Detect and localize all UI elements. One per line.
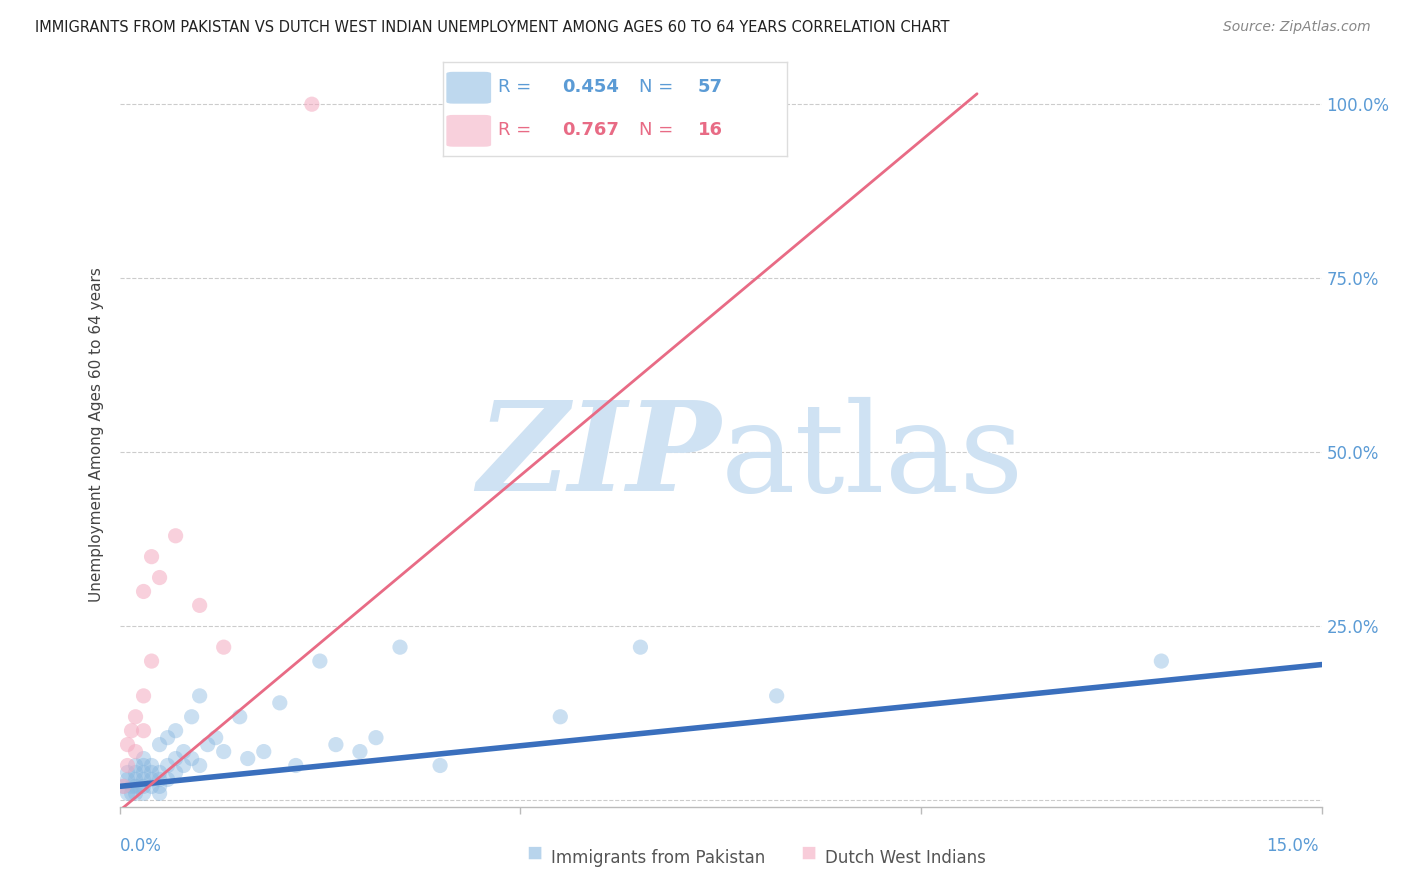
Point <box>121 780 143 794</box>
Point <box>156 758 179 772</box>
Point <box>121 723 143 738</box>
FancyBboxPatch shape <box>446 115 491 147</box>
Point <box>165 765 187 780</box>
Point <box>364 731 387 745</box>
Point <box>165 723 187 738</box>
Text: N =: N = <box>640 78 673 96</box>
Text: Source: ZipAtlas.com: Source: ZipAtlas.com <box>1223 20 1371 34</box>
FancyBboxPatch shape <box>446 72 491 103</box>
Point <box>165 529 187 543</box>
Point <box>173 745 195 759</box>
Point <box>765 689 787 703</box>
Point <box>253 745 276 759</box>
Point <box>149 772 172 787</box>
Point <box>124 786 146 800</box>
Point <box>349 745 371 759</box>
Point <box>269 696 291 710</box>
Point <box>173 758 195 772</box>
Point <box>149 570 172 584</box>
Text: ◼: ◼ <box>800 843 817 862</box>
Point <box>141 772 163 787</box>
Point <box>124 758 146 772</box>
Point <box>388 640 412 655</box>
Text: R =: R = <box>498 121 531 139</box>
Point <box>132 584 155 599</box>
Point <box>228 710 252 724</box>
Point <box>212 745 235 759</box>
Point <box>180 751 202 765</box>
Point <box>309 654 332 668</box>
Point <box>117 758 139 772</box>
Text: ZIP: ZIP <box>477 396 720 518</box>
Point <box>141 765 163 780</box>
Text: Dutch West Indians: Dutch West Indians <box>825 849 986 867</box>
Point <box>141 780 163 794</box>
Point <box>284 758 307 772</box>
Point <box>132 765 155 780</box>
Point <box>124 710 146 724</box>
Point <box>149 765 172 780</box>
Text: ◼: ◼ <box>526 843 543 862</box>
Text: 0.0%: 0.0% <box>120 837 162 855</box>
Point <box>156 731 179 745</box>
Point <box>117 786 139 800</box>
Point <box>132 772 155 787</box>
Point <box>132 723 155 738</box>
Point <box>301 97 323 112</box>
Point <box>141 549 163 564</box>
Text: Immigrants from Pakistan: Immigrants from Pakistan <box>551 849 765 867</box>
Point <box>188 758 211 772</box>
Point <box>117 738 139 752</box>
Point <box>204 731 226 745</box>
Point <box>165 751 187 765</box>
Y-axis label: Unemployment Among Ages 60 to 64 years: Unemployment Among Ages 60 to 64 years <box>89 268 104 602</box>
Text: atlas: atlas <box>720 397 1024 517</box>
Point <box>149 738 172 752</box>
Point <box>132 751 155 765</box>
Point <box>141 758 163 772</box>
Text: 57: 57 <box>697 78 723 96</box>
Point <box>132 780 155 794</box>
Point <box>197 738 219 752</box>
Point <box>117 765 139 780</box>
Text: 0.454: 0.454 <box>562 78 619 96</box>
Point <box>188 599 211 613</box>
Point <box>124 765 146 780</box>
Text: N =: N = <box>640 121 673 139</box>
Text: 0.767: 0.767 <box>562 121 619 139</box>
Text: R =: R = <box>498 78 531 96</box>
Point <box>325 738 347 752</box>
Point <box>236 751 259 765</box>
Point <box>132 689 155 703</box>
Point <box>121 786 143 800</box>
Point <box>141 654 163 668</box>
Point <box>124 780 146 794</box>
Point <box>180 710 202 724</box>
Point <box>132 758 155 772</box>
Point <box>128 780 150 794</box>
Point <box>429 758 451 772</box>
Text: 16: 16 <box>697 121 723 139</box>
Point <box>124 745 146 759</box>
Text: IMMIGRANTS FROM PAKISTAN VS DUTCH WEST INDIAN UNEMPLOYMENT AMONG AGES 60 TO 64 Y: IMMIGRANTS FROM PAKISTAN VS DUTCH WEST I… <box>35 20 949 35</box>
Point <box>212 640 235 655</box>
Point <box>112 780 135 794</box>
Point <box>112 780 135 794</box>
Point <box>117 772 139 787</box>
Point <box>149 786 172 800</box>
Point <box>124 772 146 787</box>
Point <box>550 710 572 724</box>
Point <box>188 689 211 703</box>
Point <box>132 786 155 800</box>
Point <box>156 772 179 787</box>
Point <box>630 640 652 655</box>
Text: 15.0%: 15.0% <box>1267 837 1319 855</box>
Point <box>1150 654 1173 668</box>
Point <box>149 780 172 794</box>
